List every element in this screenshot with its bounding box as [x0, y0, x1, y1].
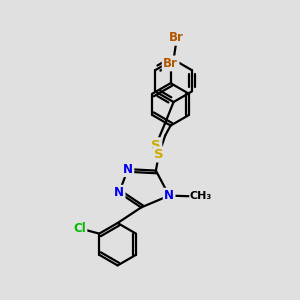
Text: S: S — [154, 148, 164, 161]
Text: N: N — [123, 163, 133, 176]
Text: Cl: Cl — [73, 222, 86, 235]
Text: Br: Br — [169, 31, 183, 44]
Text: Br: Br — [163, 57, 178, 70]
Text: CH₃: CH₃ — [190, 191, 212, 201]
Text: S: S — [151, 139, 161, 152]
Text: N: N — [114, 186, 124, 199]
Text: N: N — [164, 189, 174, 202]
